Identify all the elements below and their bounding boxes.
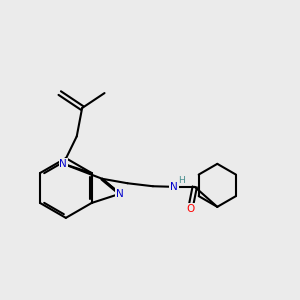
Text: N: N — [116, 189, 124, 199]
Text: N: N — [59, 159, 67, 169]
Text: H: H — [178, 176, 184, 185]
Text: N: N — [170, 182, 178, 192]
Text: O: O — [186, 204, 194, 214]
